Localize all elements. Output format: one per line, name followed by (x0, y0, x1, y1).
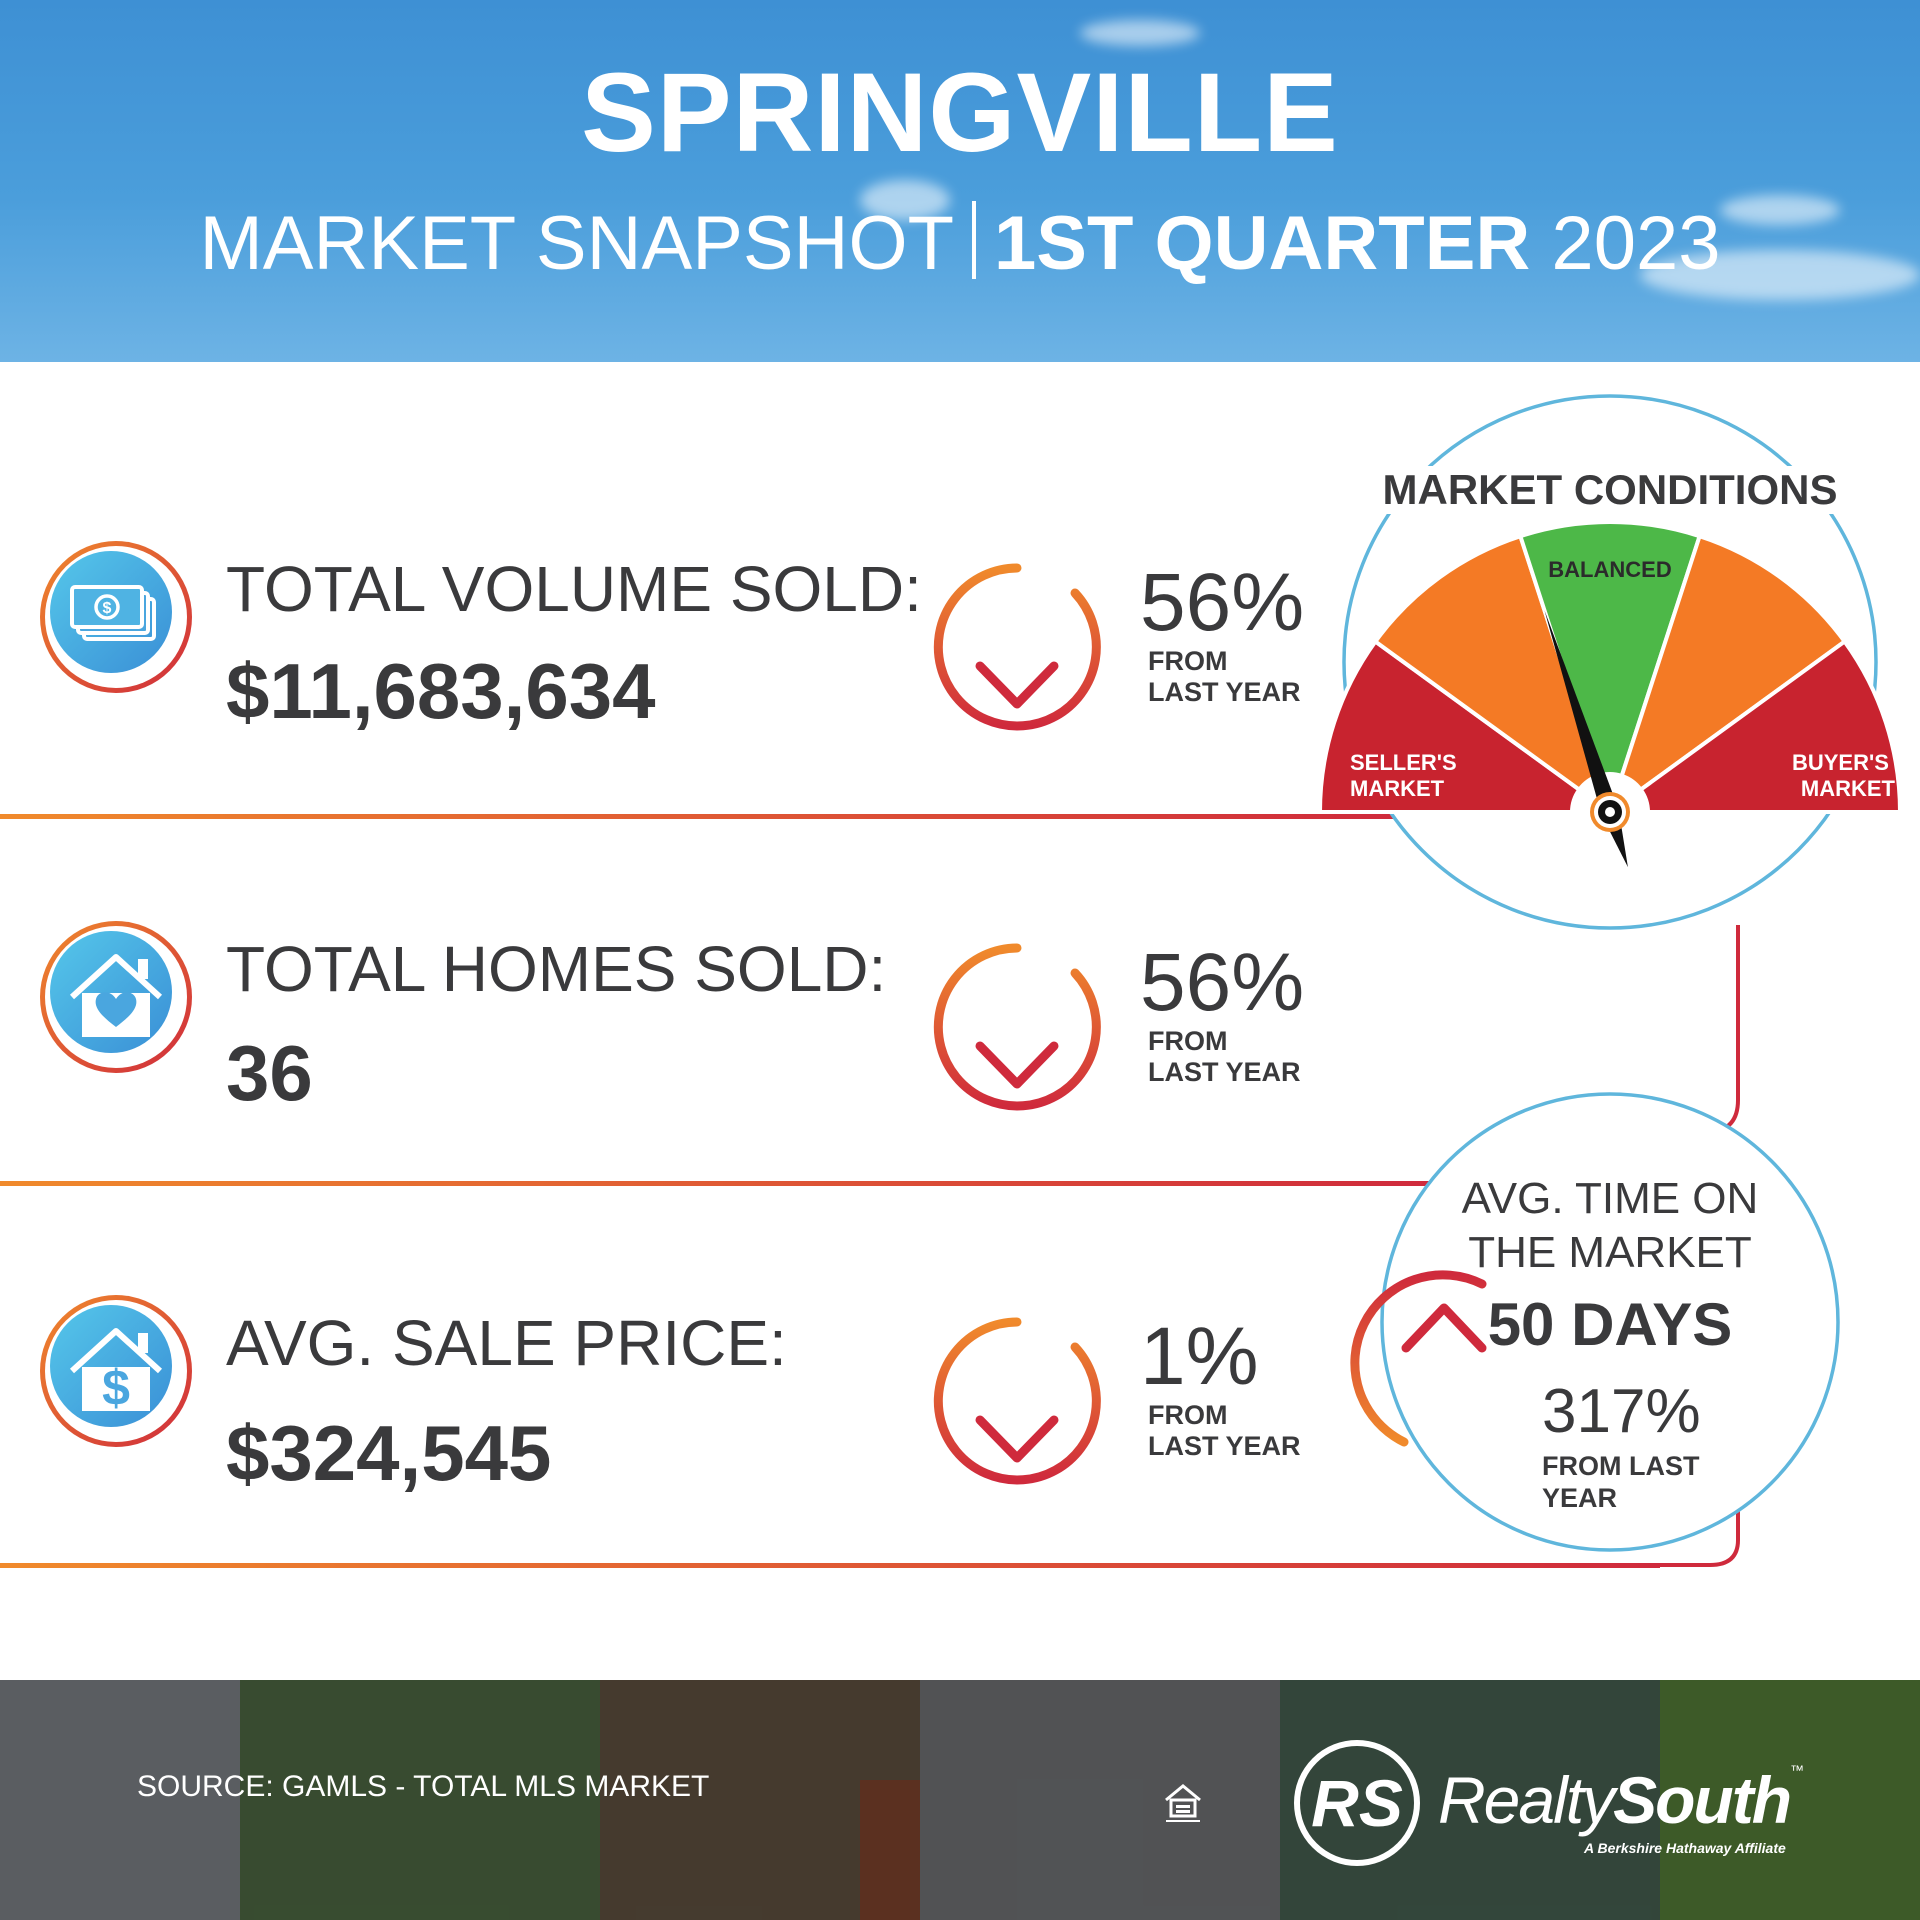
svg-text:$: $ (103, 600, 112, 617)
page-title: SPRINGVILLE (581, 50, 1339, 175)
svg-text:RS: RS (1311, 1766, 1403, 1840)
subtitle-year: 2023 (1551, 201, 1721, 286)
seller-leaning-zone (1372, 533, 1601, 793)
source-note: SOURCE: GAMLS - TOTAL MLS MARKET (137, 1770, 710, 1803)
house-dollar-icon: $ (69, 1328, 163, 1416)
subtitle-quarter: 1ST QUARTER (994, 201, 1531, 286)
money-icon: $ (70, 585, 156, 641)
buyers-market-label: BUYER'S MARKET (1792, 750, 1896, 801)
change-caption: FROM LAST YEAR (1148, 646, 1301, 707)
stat-label: AVG. SALE PRICE: (226, 1307, 787, 1379)
time-on-market-value: 50 DAYS (1487, 1291, 1733, 1358)
page-subtitle: MARKET SNAPSHOT 1ST QUARTER 2023 (0, 200, 1920, 287)
cloud (860, 180, 950, 220)
brand-tagline: A Berkshire Hathaway Affiliate (1584, 1840, 1786, 1856)
realtysouth-logo-mark: RS (1294, 1740, 1420, 1866)
arrow-down-icon (933, 563, 1101, 731)
footer-photo: SOURCE: GAMLS - TOTAL MLS MARKET RS Real… (0, 1680, 1920, 1920)
stat-label: TOTAL HOMES SOLD: (226, 933, 887, 1005)
arrow-down-icon (933, 1317, 1101, 1485)
change-percent: 56% (1140, 937, 1305, 1028)
market-conditions-title: MARKET CONDITIONS (1360, 466, 1860, 514)
stat-value: $11,683,634 (226, 647, 656, 735)
row-divider (0, 1181, 1430, 1186)
buyers-market-zone (1637, 638, 1903, 814)
time-on-market-title: AVG. TIME ON THE MARKET (1461, 1174, 1759, 1277)
cloud (1080, 20, 1200, 46)
svg-text:$: $ (102, 1360, 130, 1416)
header-banner: SPRINGVILLE MARKET SNAPSHOT 1ST QUARTER 2… (0, 0, 1920, 362)
equal-housing-opportunity-icon (1165, 1784, 1201, 1822)
time-change-caption: FROM LAST YEAR (1542, 1451, 1700, 1513)
brand-wordmark: RealtySouth™ (1438, 1762, 1805, 1837)
change-percent: 1% (1140, 1311, 1259, 1402)
house-dollar-icon-badge: $ (40, 1295, 192, 1447)
stat-label: TOTAL VOLUME SOLD: (226, 553, 922, 625)
arrow-down-icon (933, 943, 1101, 1111)
change-percent: 56% (1140, 557, 1305, 648)
gauge-needle (1544, 610, 1630, 868)
change-caption: FROM LAST YEAR (1148, 1400, 1301, 1461)
subtitle-separator (972, 201, 977, 279)
cloud (1720, 195, 1840, 225)
subtitle-left: MARKET SNAPSHOT (199, 201, 955, 286)
arrow-up-icon (1350, 1270, 1487, 1453)
balanced-label: BALANCED (1548, 557, 1671, 582)
time-on-market-badge (1350, 1092, 1840, 1552)
sellers-market-label: SELLER'S MARKET (1350, 750, 1463, 801)
house-heart-icon (69, 954, 163, 1037)
stat-value: 36 (226, 1029, 313, 1117)
needle-pivot (1605, 807, 1615, 817)
stat-value: $324,545 (226, 1409, 552, 1497)
time-change-percent: 317% (1542, 1377, 1701, 1446)
change-caption: FROM LAST YEAR (1148, 1026, 1301, 1087)
sellers-market-zone (1320, 638, 1583, 814)
cloud (1640, 250, 1920, 300)
row-divider (0, 1563, 1660, 1568)
balanced-zone (1517, 520, 1703, 779)
house-heart-icon-badge (40, 921, 192, 1073)
money-icon-badge: $ (40, 541, 192, 693)
buyer-leaning-zone (1619, 533, 1848, 793)
row-divider (0, 814, 1400, 819)
market-conditions-gauge: SELLER'S MARKET BALANCED BUYER'S MARKET (1320, 394, 1903, 930)
